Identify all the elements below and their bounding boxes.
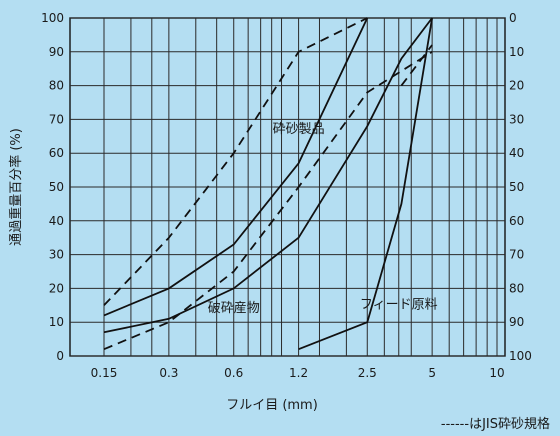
grid <box>69 17 506 357</box>
curve-annotation: 破砕産物 <box>208 300 260 316</box>
x-tick-label: 1.2 <box>289 366 308 380</box>
y-tick-label-right: 80 <box>509 281 524 295</box>
jis-standard-curve <box>400 44 433 87</box>
x-tick-label: 0.3 <box>159 366 178 380</box>
x-tick-labels: 0.15 0.3 0.6 1.2 2.5 5 10 <box>91 366 505 380</box>
y-tick-label-right: 30 <box>509 112 524 126</box>
sieve-curve <box>298 17 433 351</box>
y-tick-label-left: 50 <box>49 180 64 194</box>
y-tick-label-right: 100 <box>509 349 532 363</box>
y-tick-label-right: 20 <box>509 79 524 93</box>
legend-note: ------はJIS砕砂規格 <box>441 416 550 432</box>
sieve-curve <box>103 17 369 317</box>
y-tick-labels-left: 0 10 20 30 40 50 60 70 80 90 100 <box>41 11 64 363</box>
y-tick-label-right: 0 <box>509 11 517 25</box>
x-tick-label: 2.5 <box>358 366 377 380</box>
y-tick-label-right: 40 <box>509 146 524 160</box>
y-tick-label-left: 100 <box>41 11 64 25</box>
y-tick-label-left: 90 <box>49 45 64 59</box>
y-tick-label-left: 10 <box>49 315 64 329</box>
y-tick-label-left: 70 <box>49 112 64 126</box>
curve-annotation: 砕砂製品 <box>273 122 325 137</box>
x-tick-label: 5 <box>428 366 436 380</box>
x-tick-label: 0.6 <box>224 366 243 380</box>
curves <box>103 17 433 351</box>
y-tick-label-left: 80 <box>49 79 64 93</box>
x-axis-label: フルイ目 (mm) <box>226 398 318 413</box>
y-tick-label-right: 70 <box>509 248 524 262</box>
y-tick-label-right: 60 <box>509 214 524 228</box>
x-tick-label: 0.15 <box>91 366 118 380</box>
y-tick-label-right: 50 <box>509 180 524 194</box>
y-tick-label-left: 40 <box>49 214 64 228</box>
y-tick-label-left: 0 <box>56 349 64 363</box>
curve-annotation: フィード原料 <box>360 298 438 313</box>
y-tick-label-left: 30 <box>49 248 64 262</box>
jis-standard-curve <box>103 17 368 306</box>
y-tick-label-left: 20 <box>49 281 64 295</box>
y-tick-label-left: 60 <box>49 146 64 160</box>
y-axis-label: 通過重量百分率 (%) <box>8 128 24 246</box>
y-tick-label-right: 90 <box>509 315 524 329</box>
x-tick-label: 10 <box>489 366 504 380</box>
sieve-curve <box>103 17 433 334</box>
y-tick-label-right: 10 <box>509 45 524 59</box>
